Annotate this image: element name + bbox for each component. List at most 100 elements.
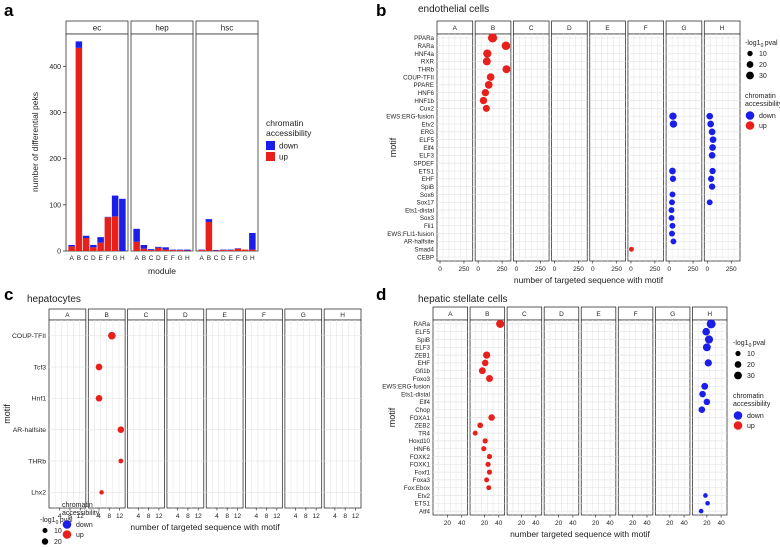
facet-label: H (707, 311, 712, 318)
x-tick-label: 12 (352, 513, 360, 520)
size-legend-dot (746, 61, 754, 68)
x-tick-label: 40 (532, 520, 540, 527)
x-tick-label: 0 (667, 266, 671, 273)
bar-down (249, 232, 256, 250)
legend-swatch (266, 152, 275, 161)
x-tick-label: 20 (444, 520, 452, 527)
motif-dot-up (484, 81, 493, 89)
size-legend-label: 20 (747, 362, 755, 369)
x-tick-label: 250 (573, 266, 584, 273)
color-legend-title-line: accessibility (62, 510, 100, 517)
motif-dot-down (669, 167, 676, 175)
color-legend-title: chromatin accessibility (733, 393, 771, 408)
motif-dot-down (668, 214, 675, 221)
x-tick-label: G (178, 255, 183, 262)
bar-down (97, 237, 104, 243)
x-tick-label: 0 (515, 266, 519, 273)
motif-label: Foxa3 (413, 477, 431, 484)
x-tick-label: D (156, 255, 161, 262)
facet-label: A (453, 25, 458, 32)
motif-label: RARa (413, 321, 430, 328)
motif-label: HNF1b (414, 98, 434, 105)
x-tick-label: 250 (611, 266, 622, 273)
facet-label: hep (155, 24, 169, 33)
bar-down (68, 244, 75, 247)
bar-up (111, 216, 119, 251)
motif-label: Elf4 (419, 399, 430, 406)
x-tick-label: F (171, 255, 175, 262)
motif-dot-down (669, 120, 678, 128)
motif-dot-down (706, 199, 713, 206)
motif-dot-down (669, 175, 677, 182)
motif-dot-down (669, 191, 676, 198)
motif-dot-up (99, 490, 104, 495)
motif-label: Foxf1 (415, 469, 431, 476)
bar-down (133, 228, 140, 242)
x-tick-label: 12 (313, 513, 321, 520)
size-legend-title-sub: 0 (749, 343, 753, 349)
x-tick-label: 8 (304, 513, 308, 520)
motif-label: ZEB2 (415, 423, 431, 430)
x-tick-label: 250 (688, 266, 699, 273)
x-tick-label: 40 (569, 520, 577, 527)
x-tick-label: 40 (680, 520, 688, 527)
x-tick-label: 20 (666, 520, 674, 527)
color-legend-dot (62, 530, 72, 539)
x-tick-label: C (214, 255, 219, 262)
x-tick-label: 8 (343, 513, 347, 520)
motif-dot-down (698, 406, 706, 413)
bar-up (75, 47, 83, 252)
bar-up (162, 249, 169, 251)
motif-label: FOXA1 (410, 415, 431, 422)
motif-dot-up (488, 414, 495, 421)
x-tick-label: D (221, 255, 226, 262)
motif-label: ETS1 (419, 168, 435, 175)
motif-label: Fli1 (424, 223, 435, 230)
motif-label: THRb (28, 458, 46, 465)
x-tick-label: 250 (535, 266, 546, 273)
facet-label: C (529, 25, 534, 32)
bar-down (184, 249, 191, 251)
x-tick-label: E (228, 255, 233, 262)
x-tick-label: 0 (438, 266, 442, 273)
x-tick-label: 250 (497, 266, 508, 273)
bar-up (97, 242, 104, 251)
facet-panel (195, 33, 259, 252)
x-tick-label: 12 (155, 513, 163, 520)
size-legend-label: 10 (759, 51, 767, 58)
color-legend-title-line: chromatin (745, 93, 776, 100)
motif-dot-down (707, 120, 715, 128)
motif-dot-down (704, 335, 714, 344)
x-tick-label: 0 (629, 266, 633, 273)
facet-label: H (340, 312, 345, 319)
motif-label: Fox:Ebox (404, 485, 431, 492)
motif-dot-down (701, 382, 709, 390)
panel-title: hepatic stellate cells (418, 294, 508, 305)
size-legend-label: 20 (54, 539, 62, 546)
motif-label: CEBP (417, 254, 434, 261)
color-legend-title: chromatin accessibility (62, 502, 100, 517)
x-tick-label: 40 (718, 520, 726, 527)
motif-label: COUP-TFII (403, 74, 434, 81)
x-tick-label: H (185, 255, 190, 262)
motif-label: Hoxd10 (409, 438, 431, 445)
x-tick-label: 4 (294, 513, 298, 520)
x-tick-label: 250 (649, 266, 660, 273)
motif-dot-up (477, 422, 484, 429)
facet-label: B (105, 312, 109, 319)
facet-label: F (634, 311, 638, 318)
facet-panel (130, 33, 194, 252)
facet-label: C (144, 312, 149, 319)
x-tick-label: 8 (107, 513, 111, 520)
x-tick-label: 8 (186, 513, 190, 520)
color-legend-dot (62, 520, 72, 529)
motif-dot-up (118, 458, 124, 464)
motif-dot-up (482, 104, 490, 112)
bar-down (119, 198, 126, 251)
color-legend-title-line: chromatin (733, 393, 764, 400)
motif-label: ETS1 (415, 501, 431, 508)
color-legend-dot (733, 421, 743, 430)
bar-down (111, 195, 119, 217)
x-tick-label: 4 (215, 513, 219, 520)
motif-dot-up (496, 319, 505, 328)
